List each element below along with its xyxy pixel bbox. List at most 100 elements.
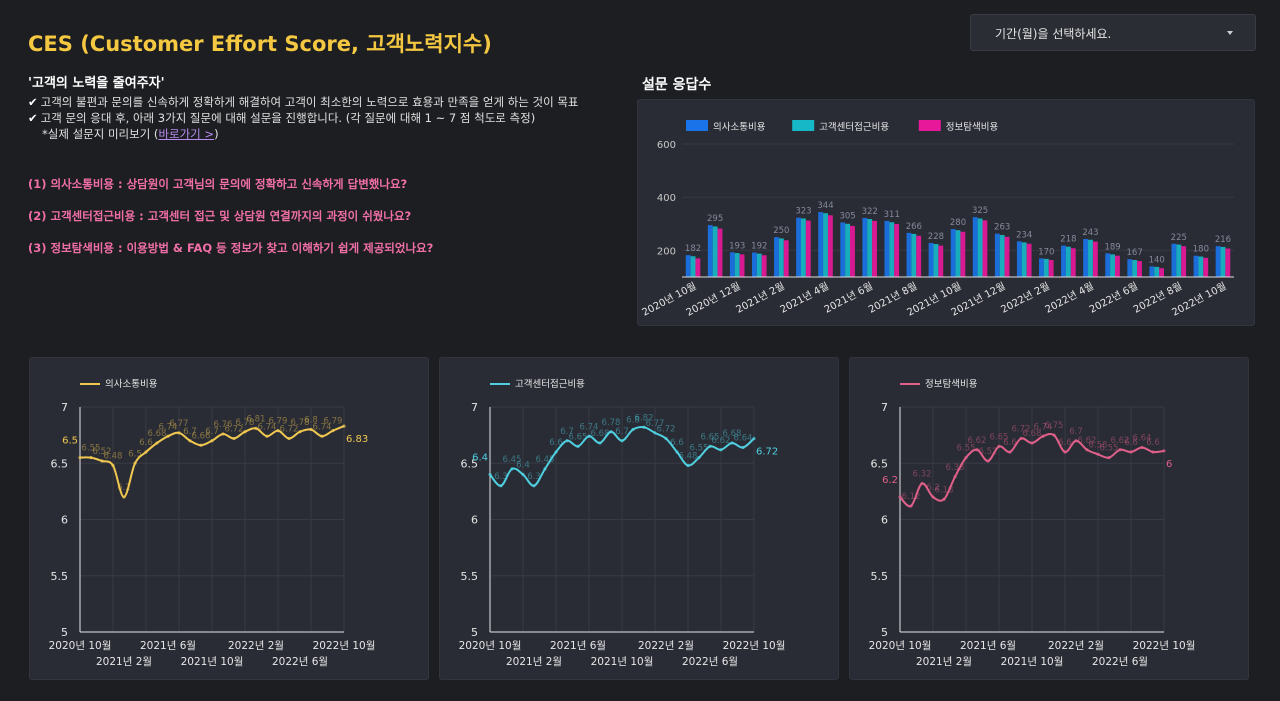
- first-data-label: 6.2: [882, 475, 898, 486]
- x-tick-label: 2022년 2월: [999, 280, 1052, 316]
- data-point: [631, 427, 635, 432]
- period-select[interactable]: 기간(월)을 선택하세요.: [970, 14, 1256, 51]
- bar: [1215, 246, 1221, 277]
- x-tick-label: 2021년 4월: [778, 280, 831, 316]
- y-tick-label: 600: [657, 140, 676, 151]
- data-label: 6.8: [626, 416, 640, 426]
- data-label: 6.4: [516, 461, 530, 471]
- data-point: [221, 432, 225, 436]
- data-point: [276, 429, 280, 433]
- data-point: [664, 436, 668, 441]
- data-point: [309, 427, 313, 432]
- data-label: 234: [1016, 230, 1032, 240]
- x-tick-label: 2022년 10월: [313, 640, 376, 652]
- legend-swatch: [918, 120, 941, 131]
- data-point: [510, 467, 514, 471]
- data-label: 6.68: [723, 429, 742, 439]
- bar: [938, 245, 944, 277]
- data-label: 6.6: [670, 438, 684, 448]
- data-label: 6.48: [104, 452, 123, 462]
- x-tick-label: 2021년 2월: [506, 656, 562, 668]
- bar: [972, 217, 978, 277]
- bar: [994, 233, 1000, 277]
- data-point: [133, 461, 137, 465]
- data-point: [177, 431, 181, 435]
- access-line-chart: 고객센터접근비용55.566.576.36.456.46.36.456.66.7…: [459, 378, 786, 668]
- data-label: 6.72: [1012, 425, 1031, 435]
- data-point: [1019, 436, 1023, 441]
- legend-label: 고객센터접근비용: [819, 121, 889, 133]
- data-point: [111, 463, 115, 468]
- bar: [690, 256, 696, 277]
- bar: [872, 220, 877, 277]
- y-tick-label: 7: [61, 401, 68, 414]
- data-label: 6.79: [324, 417, 343, 427]
- data-point: [188, 439, 192, 443]
- bar: [1114, 255, 1120, 277]
- data-point: [942, 497, 946, 501]
- data-point: [975, 448, 979, 452]
- data-label: 6.72: [657, 425, 676, 435]
- data-label: 6.3: [494, 472, 508, 482]
- data-label: 6.48: [679, 452, 698, 462]
- last-data-label: 6.83: [346, 434, 368, 445]
- x-tick-label: 2020년 10월: [459, 640, 522, 652]
- data-point: [1085, 448, 1089, 452]
- data-point: [1140, 445, 1144, 450]
- y-tick-label: 6.5: [461, 457, 479, 470]
- first-data-label: 6.4: [472, 453, 488, 464]
- data-point: [499, 484, 503, 488]
- data-point: [576, 444, 580, 448]
- bar: [906, 232, 912, 277]
- bar: [884, 220, 890, 277]
- intro-section: '고객의 노력을 줄여주자' ✔ 고객의 불편과 문의를 신속하게 정확하게 해결…: [28, 72, 628, 142]
- bar: [1048, 259, 1054, 277]
- data-point: [532, 484, 536, 488]
- y-tick-label: 5.5: [871, 570, 889, 583]
- data-label: 6.74: [1034, 422, 1053, 432]
- data-point: [587, 434, 591, 438]
- data-label: 6.75: [1045, 421, 1064, 431]
- survey-preview-link[interactable]: 바로가기 >: [158, 127, 215, 141]
- data-point: [232, 436, 236, 441]
- bar: [1105, 253, 1111, 277]
- x-tick-label: 2022년 2월: [1048, 640, 1104, 652]
- x-tick-label: 2022년 6월: [682, 656, 738, 668]
- bar: [801, 218, 806, 277]
- data-point: [1129, 450, 1133, 454]
- bar: [796, 217, 802, 277]
- data-label: 6.6: [1058, 438, 1072, 448]
- bar: [1016, 241, 1022, 277]
- bar: [1083, 238, 1089, 277]
- y-tick-label: 5: [881, 626, 888, 639]
- bar: [1110, 254, 1115, 277]
- check-icon: ✔: [28, 95, 38, 109]
- data-label: 6.45: [503, 455, 522, 465]
- bar: [1198, 256, 1204, 277]
- x-tick-label: 2022년 6월: [1087, 280, 1140, 316]
- bar: [1004, 236, 1010, 277]
- y-tick-label: 5: [61, 626, 68, 639]
- bar: [823, 213, 828, 277]
- data-label: 6.55: [82, 444, 101, 454]
- bar: [840, 222, 846, 277]
- preview-prefix: *실제 설문지 미리보기 (: [42, 127, 159, 141]
- legend-swatch: [792, 120, 815, 131]
- data-point: [243, 430, 247, 434]
- x-tick-label: 2020년 10월: [869, 640, 932, 652]
- bar: [1132, 259, 1138, 277]
- data-label: 167: [1127, 248, 1143, 258]
- data-point: [697, 456, 701, 460]
- data-point: [199, 443, 203, 447]
- bar: [756, 253, 762, 277]
- bar: [1021, 242, 1027, 277]
- x-tick-label: 2022년 2월: [638, 640, 694, 652]
- first-data-label: 6.5: [62, 436, 78, 447]
- comm-line-chart: 의사소통비용55.566.576.556.526.486.26.56.66.68…: [49, 379, 376, 668]
- data-label: 263: [994, 223, 1010, 233]
- data-label: 216: [1215, 235, 1231, 245]
- data-label: 180: [1193, 245, 1209, 255]
- data-label: 6.38: [946, 463, 965, 473]
- data-label: 6.3: [527, 472, 541, 482]
- data-point: [730, 441, 734, 445]
